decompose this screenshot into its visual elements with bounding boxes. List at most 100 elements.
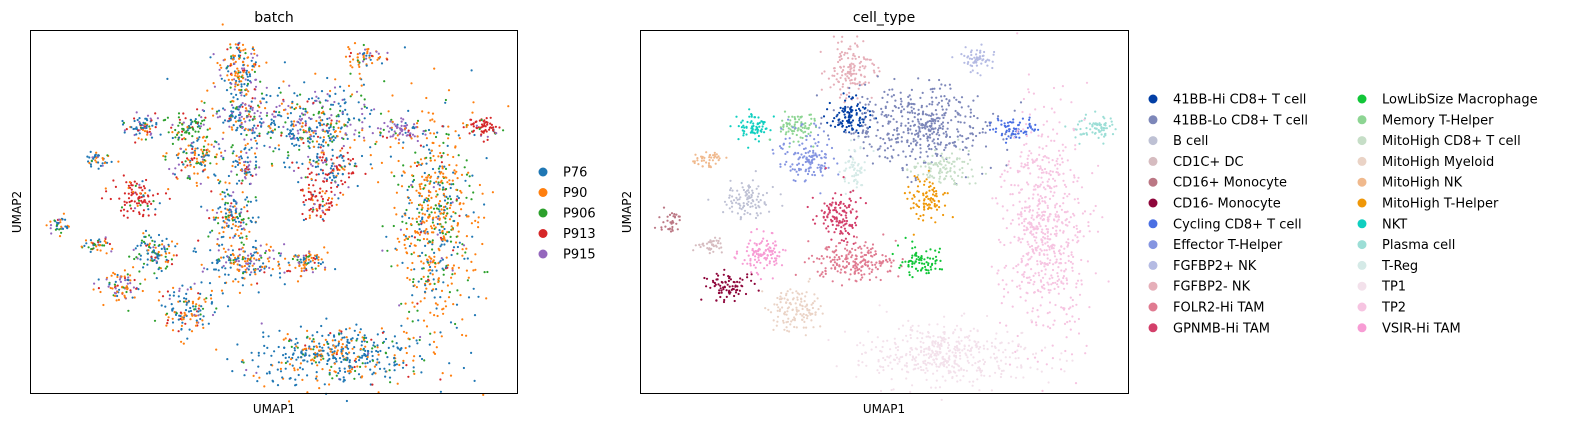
point-P90 xyxy=(427,111,430,114)
point-P90 xyxy=(482,393,485,396)
point-P90 xyxy=(206,89,209,92)
point-P76 xyxy=(387,346,390,349)
point-P906 xyxy=(90,248,93,251)
point xyxy=(843,108,847,111)
point-P915 xyxy=(314,129,317,133)
point xyxy=(812,145,815,148)
point-P915 xyxy=(271,113,274,116)
point-P90 xyxy=(99,290,102,294)
point-P76 xyxy=(101,162,104,165)
point-P76 xyxy=(438,205,441,208)
point-P915 xyxy=(230,82,233,85)
point-P76 xyxy=(141,180,144,183)
point-P913 xyxy=(97,287,100,290)
point xyxy=(826,143,829,146)
point-P90 xyxy=(94,159,97,162)
point xyxy=(1080,119,1083,122)
point-P915 xyxy=(119,280,122,283)
point-P76 xyxy=(433,296,436,299)
point-P90 xyxy=(329,350,332,353)
point-P906 xyxy=(451,273,454,276)
point-P913 xyxy=(125,128,128,131)
point-P90 xyxy=(366,48,369,51)
point-P76 xyxy=(386,356,389,359)
point-P915 xyxy=(262,121,265,124)
point-P76 xyxy=(302,359,305,362)
point-P90 xyxy=(412,359,415,362)
point-P76 xyxy=(316,152,319,156)
point xyxy=(1004,133,1007,136)
point-P76 xyxy=(403,46,406,49)
point-P913 xyxy=(109,197,112,201)
point-P915 xyxy=(239,224,242,227)
point-P913 xyxy=(494,125,497,128)
point xyxy=(1082,132,1086,135)
point xyxy=(778,145,782,148)
point-P90 xyxy=(251,68,254,71)
point-P90 xyxy=(229,43,232,46)
legend-marker xyxy=(538,249,548,259)
point-P76 xyxy=(254,239,257,242)
point-P76 xyxy=(322,123,325,126)
point xyxy=(878,70,881,73)
point xyxy=(868,143,871,146)
point-P76 xyxy=(61,218,64,221)
point-P76 xyxy=(331,154,334,157)
point-P90 xyxy=(374,372,377,375)
point-P90 xyxy=(304,259,307,262)
point-P915 xyxy=(328,129,331,132)
point-P90 xyxy=(184,148,187,151)
point-P90 xyxy=(448,218,452,221)
point-P906 xyxy=(441,182,444,185)
point-P913 xyxy=(482,125,485,128)
point xyxy=(925,113,929,116)
point-P913 xyxy=(408,134,412,137)
point-P90 xyxy=(410,242,413,245)
point-P90 xyxy=(467,276,470,279)
point-P76 xyxy=(187,300,191,303)
point-P76 xyxy=(356,337,359,340)
point-P76 xyxy=(292,134,296,137)
point-P90 xyxy=(241,246,244,249)
point-P90 xyxy=(128,181,131,184)
point xyxy=(928,79,931,82)
point xyxy=(793,117,797,120)
point-P76 xyxy=(423,199,426,202)
point-P906 xyxy=(238,215,242,218)
point xyxy=(967,105,970,108)
point-P90 xyxy=(223,226,226,229)
point-P76 xyxy=(144,242,147,245)
point-P76 xyxy=(249,200,252,203)
point xyxy=(735,115,738,118)
point-P915 xyxy=(168,297,171,300)
point-P90 xyxy=(341,167,344,170)
point xyxy=(837,173,840,176)
point-P906 xyxy=(291,257,294,261)
point xyxy=(959,134,962,137)
point-P906 xyxy=(373,345,377,348)
point-P76 xyxy=(472,287,475,290)
point-P76 xyxy=(278,86,281,90)
point-P90 xyxy=(332,344,335,347)
point-P76 xyxy=(439,331,442,334)
point-P76 xyxy=(190,144,193,147)
point xyxy=(854,172,858,175)
point-P90 xyxy=(427,174,430,177)
point-P90 xyxy=(161,243,164,246)
point-P915 xyxy=(292,169,296,172)
point xyxy=(840,93,843,96)
point xyxy=(807,158,810,162)
point-P906 xyxy=(480,118,483,122)
point-P90 xyxy=(271,164,274,167)
point-P90 xyxy=(253,257,256,260)
point-P90 xyxy=(237,83,240,86)
point xyxy=(820,88,823,91)
point-P915 xyxy=(150,132,153,135)
point xyxy=(913,116,916,119)
point-P906 xyxy=(106,154,109,157)
point-P76 xyxy=(395,363,398,366)
point-P913 xyxy=(164,192,168,195)
point xyxy=(954,109,957,113)
point-P90 xyxy=(348,48,351,51)
point xyxy=(911,111,914,114)
